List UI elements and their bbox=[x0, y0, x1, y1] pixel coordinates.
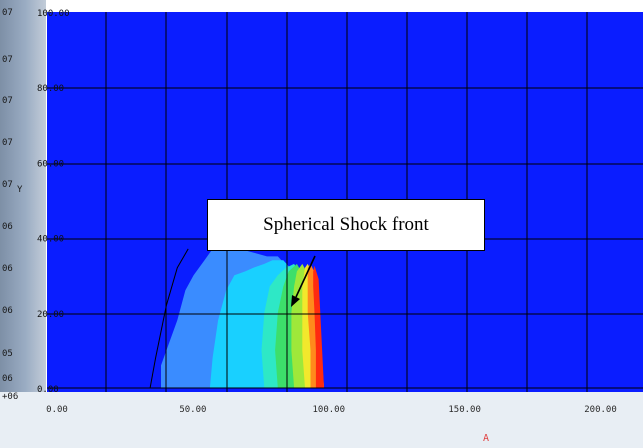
contour-band-8 bbox=[313, 265, 324, 388]
left-strip-label: 07 bbox=[2, 138, 13, 148]
x-tick-label: 0.00 bbox=[46, 405, 68, 415]
arrow-head-icon bbox=[291, 295, 300, 307]
left-strip-label: 07 bbox=[2, 180, 13, 190]
y-tick-label: 20.00 bbox=[37, 310, 64, 320]
arrow-shaft bbox=[295, 255, 316, 298]
left-strip-label: 06 bbox=[2, 222, 13, 232]
y-tick-label: 100.00 bbox=[37, 9, 70, 19]
axis-marker-icon: A bbox=[483, 433, 489, 444]
y-tick-label: 60.00 bbox=[37, 159, 64, 169]
left-strip-label: 07 bbox=[2, 96, 13, 106]
left-strip-label: 06 bbox=[2, 374, 13, 384]
left-strip-label: 05 bbox=[2, 349, 13, 359]
left-color-strip bbox=[0, 0, 46, 405]
y-tick-label: 40.00 bbox=[37, 235, 64, 245]
contour-layer bbox=[161, 245, 324, 388]
left-strip-label: 07 bbox=[2, 8, 13, 18]
left-strip-label: +06 bbox=[2, 392, 18, 402]
left-strip-label: 06 bbox=[2, 306, 13, 316]
y-tick-labels: 0.00 20.00 40.00 60.00 80.00 100.00 bbox=[37, 9, 70, 395]
left-strip-label: 07 bbox=[2, 55, 13, 65]
y-tick-label: 0.00 bbox=[37, 385, 59, 395]
y-tick-label: 80.00 bbox=[37, 84, 64, 94]
axis-letter: Y bbox=[17, 185, 23, 195]
left-strip-label: 06 bbox=[2, 264, 13, 274]
shock-arrow bbox=[291, 255, 316, 307]
annotation-text: Spherical Shock front bbox=[263, 214, 429, 235]
bottom-axis-strip bbox=[0, 392, 643, 448]
x-tick-label: 50.00 bbox=[179, 405, 206, 415]
annotation-box: Spherical Shock front bbox=[207, 199, 485, 251]
left-strip-labels: 07 07 07 07 07 06 06 06 05 06 +06 Y bbox=[2, 8, 23, 402]
x-tick-label: 200.00 bbox=[584, 405, 617, 415]
x-tick-labels: 0.00 50.00 100.00 150.00 200.00 bbox=[46, 405, 617, 415]
x-tick-label: 100.00 bbox=[313, 405, 346, 415]
x-tick-label: 150.00 bbox=[448, 405, 481, 415]
